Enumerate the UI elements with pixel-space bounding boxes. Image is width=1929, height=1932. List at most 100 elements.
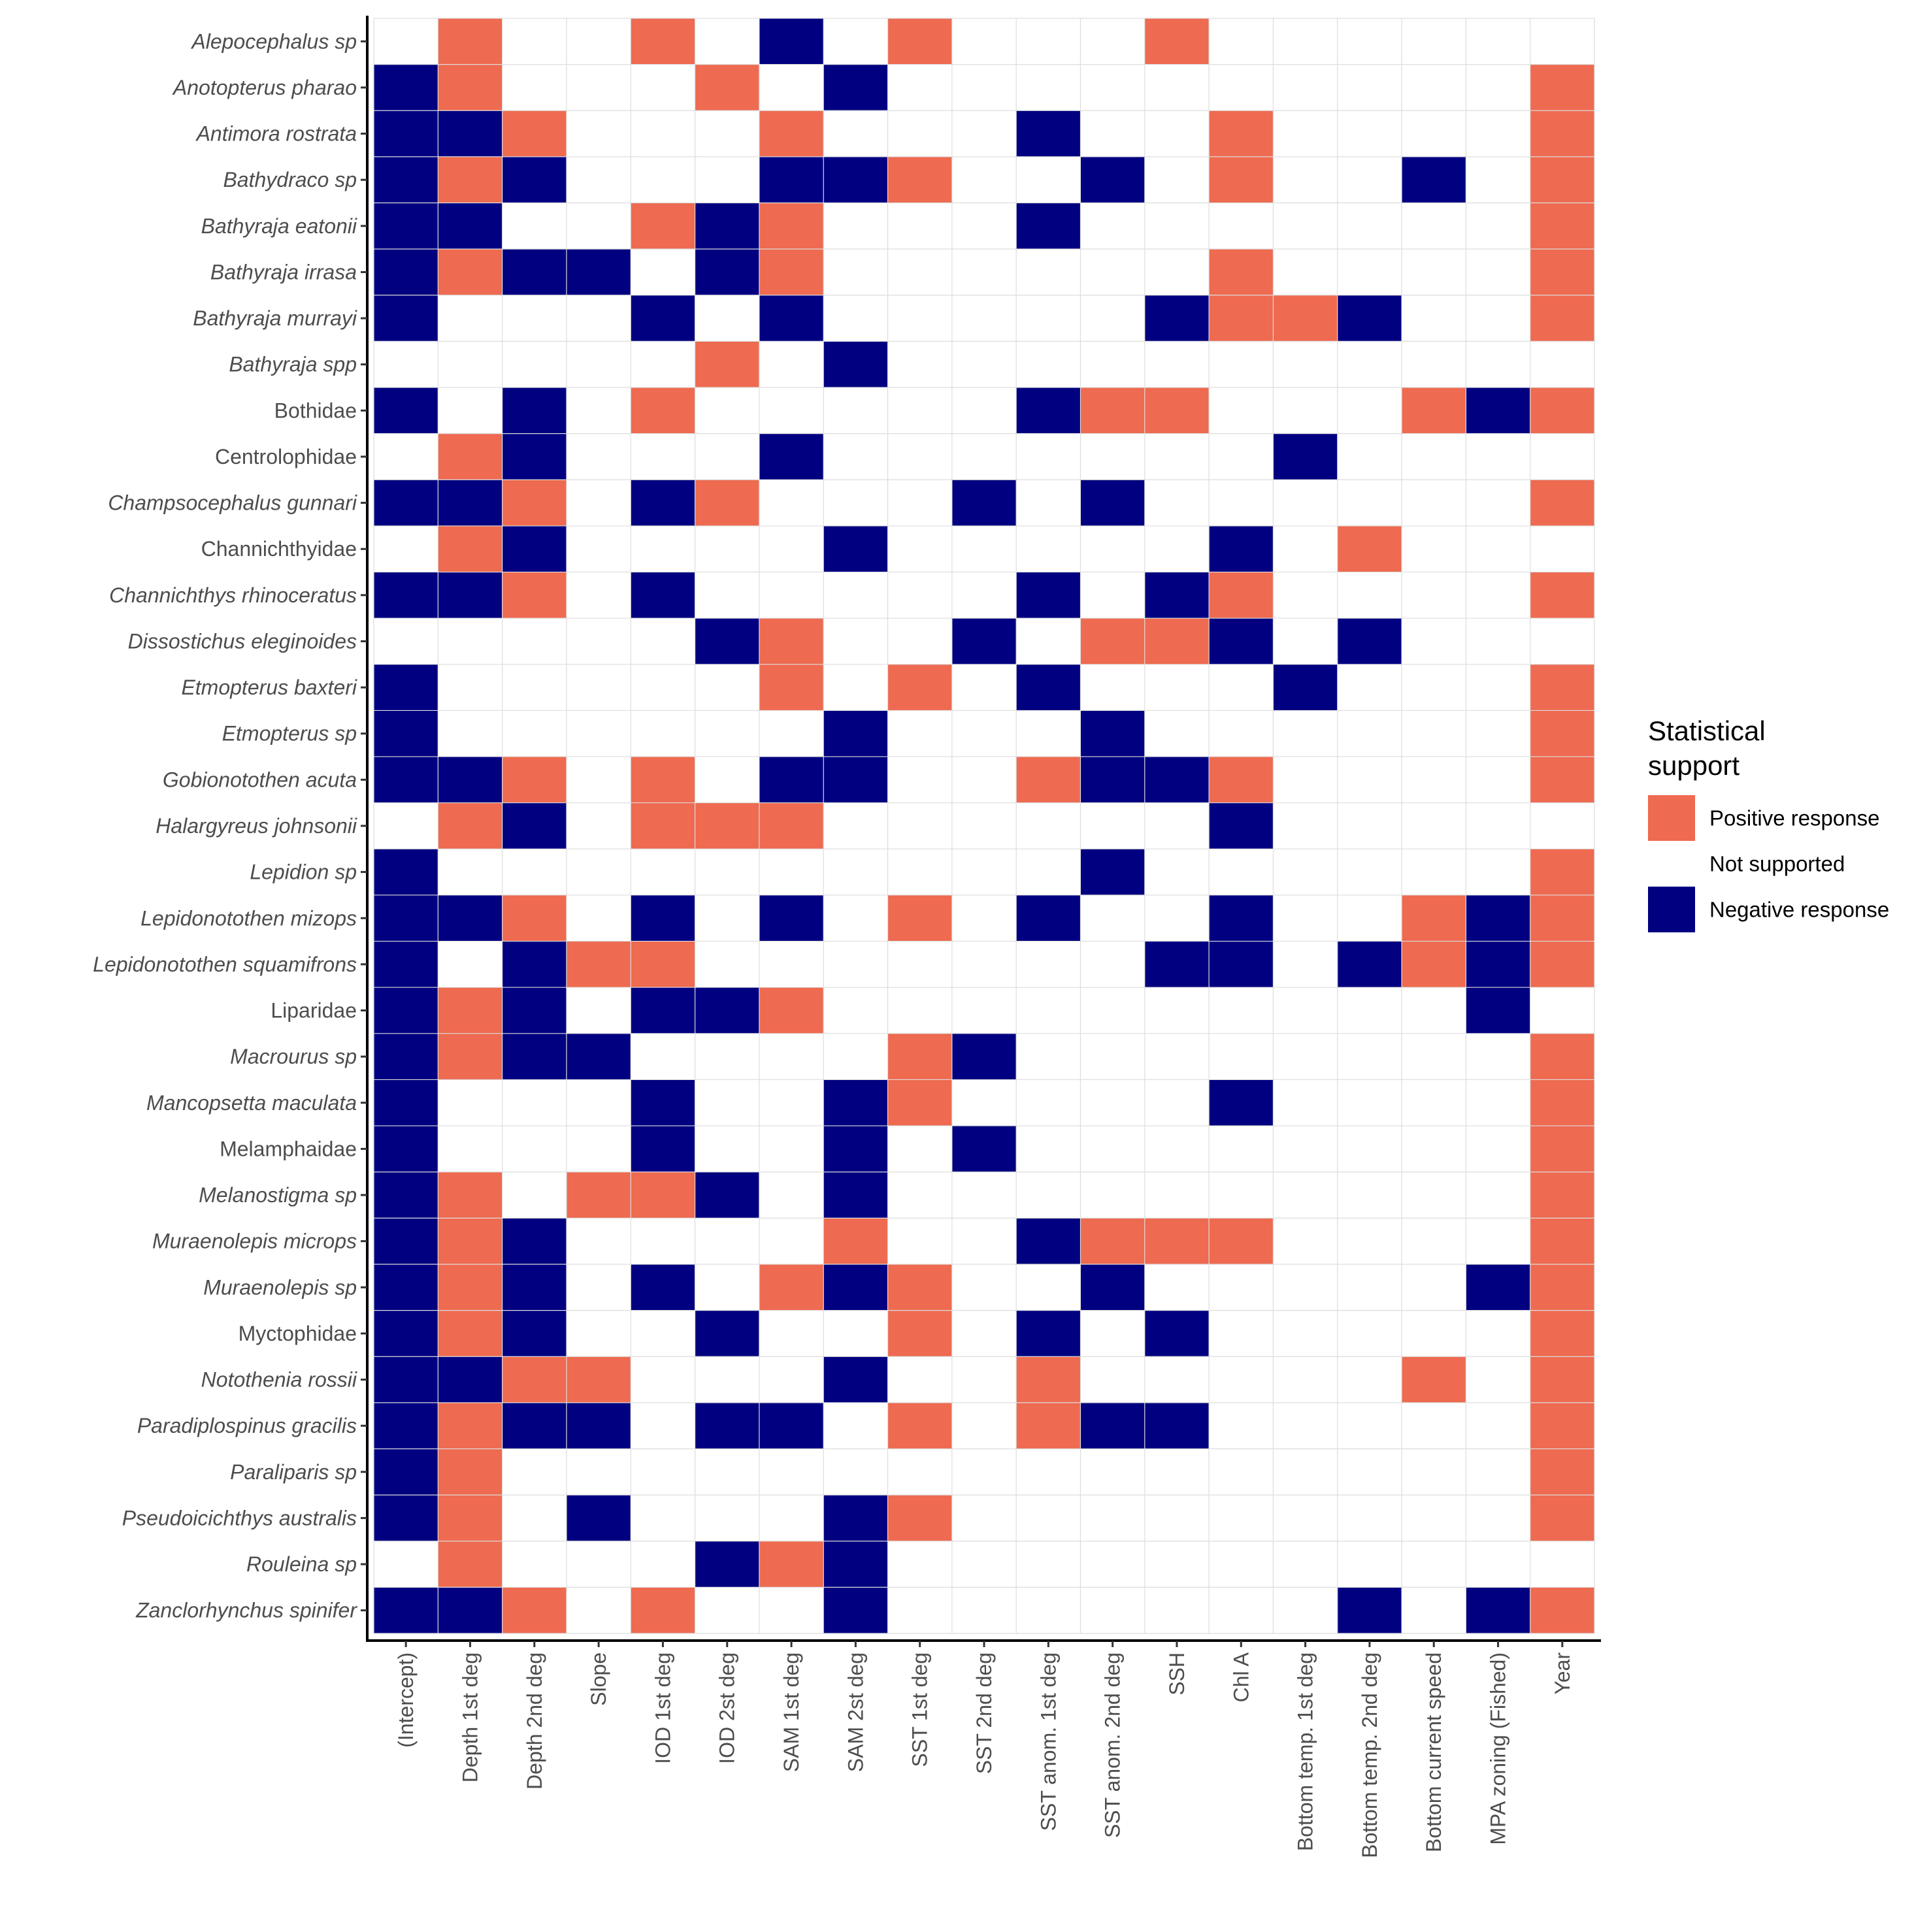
cell-lepidonotothen-squamifrons-mpa-zoning-fished — [1466, 941, 1531, 988]
cell-zanclorhynchus-spinifer-bottom-current-speed — [1402, 1587, 1466, 1634]
cell-rouleina-sp-bottom-current-speed — [1402, 1541, 1466, 1588]
cell-muraenolepis-microps-year — [1530, 1218, 1595, 1265]
cell-anotopterus-pharao-sst-anom-1st-deg — [1016, 64, 1081, 111]
cell-bathyraja-murrayi-depth-1st-deg — [438, 295, 503, 342]
cell-rouleina-sp-sst-anom-1st-deg — [1016, 1541, 1081, 1588]
legend-title-line-1: Statistical — [1648, 715, 1766, 746]
cell-paradiplospinus-gracilis-iod-1st-deg — [631, 1402, 696, 1449]
cell-zanclorhynchus-spinifer-ssh — [1144, 1587, 1210, 1634]
cell-muraenolepis-sp-sst-1st-deg — [887, 1264, 953, 1311]
cell-gobionotothen-acuta-sst-anom-2nd-deg — [1080, 757, 1146, 804]
cell-centrolophidae-bottom-temp-1st-deg — [1273, 433, 1338, 480]
cell-muraenolepis-microps-ssh — [1144, 1218, 1210, 1265]
cell-etmopterus-baxteri-sst-2nd-deg — [951, 664, 1017, 711]
cell-paradiplospinus-gracilis-iod-2st-deg — [695, 1402, 760, 1449]
cell-macrourus-sp-iod-2st-deg — [695, 1033, 760, 1080]
cell-macrourus-sp-sst-2nd-deg — [951, 1033, 1017, 1080]
x-tick-label-year: Year — [1551, 1652, 1574, 1695]
cell-etmopterus-baxteri-sam-1st-deg — [759, 664, 824, 711]
cell-etmopterus-baxteri-sam-2st-deg — [823, 664, 889, 711]
cell-myctophidae-bottom-temp-2nd-deg — [1337, 1310, 1402, 1357]
x-tick-label-bottom-temp-1st-deg: Bottom temp. 1st deg — [1294, 1652, 1317, 1851]
cell-dissostichus-eleginoides-sst-anom-2nd-deg — [1080, 618, 1146, 665]
cell-bathydraco-sp-bottom-temp-2nd-deg — [1337, 156, 1402, 204]
cell-myctophidae-iod-2st-deg — [695, 1310, 760, 1357]
cell-anotopterus-pharao-iod-1st-deg — [631, 64, 696, 111]
cell-pseudoicichthys-australis-bottom-temp-1st-deg — [1273, 1495, 1338, 1542]
cell-paraliparis-sp-sst-2nd-deg — [951, 1449, 1017, 1496]
cell-etmopterus-sp-ssh — [1144, 710, 1210, 757]
cell-dissostichus-eleginoides-year — [1530, 618, 1595, 665]
cell-etmopterus-sp-sst-anom-1st-deg — [1016, 710, 1081, 757]
cell-halargyreus-johnsonii-sst-1st-deg — [887, 802, 953, 849]
cell-myctophidae-bottom-temp-1st-deg — [1273, 1310, 1338, 1357]
cell-bathydraco-sp-mpa-zoning-fished — [1466, 156, 1531, 204]
cell-paradiplospinus-gracilis-sst-2nd-deg — [951, 1402, 1017, 1449]
cell-bothidae-bottom-current-speed — [1402, 387, 1466, 434]
cell-bothidae-depth-2nd-deg — [502, 387, 567, 434]
cell-lepidonotothen-mizops-depth-2nd-deg — [502, 894, 567, 942]
cell-lepidion-sp-mpa-zoning-fished — [1466, 849, 1531, 896]
cell-bathyraja-spp-depth-1st-deg — [438, 341, 503, 388]
cell-channichthyidae-sam-1st-deg — [759, 525, 824, 573]
cell-alepocephalus-sp-bottom-temp-1st-deg — [1273, 18, 1338, 65]
y-tick-label-channichthyidae: Channichthyidae — [201, 537, 357, 561]
cell-bathyraja-eatonii-year — [1530, 203, 1595, 250]
cell-champsocephalus-gunnari-chl-a — [1209, 480, 1274, 527]
cell-pseudoicichthys-australis-year — [1530, 1495, 1595, 1542]
cell-halargyreus-johnsonii-sam-1st-deg — [759, 802, 824, 849]
cell-halargyreus-johnsonii-bottom-temp-2nd-deg — [1337, 802, 1402, 849]
cell-bathyraja-spp-sam-1st-deg — [759, 341, 824, 388]
cell-antimora-rostrata-sst-anom-2nd-deg — [1080, 110, 1146, 157]
cell-paradiplospinus-gracilis-ssh — [1144, 1402, 1210, 1449]
cell-channichthyidae-depth-2nd-deg — [502, 525, 567, 573]
cell-myctophidae-sst-anom-1st-deg — [1016, 1310, 1081, 1357]
cell-etmopterus-baxteri-sst-1st-deg — [887, 664, 953, 711]
cell-champsocephalus-gunnari-ssh — [1144, 480, 1210, 527]
cell-antimora-rostrata-sst-anom-1st-deg — [1016, 110, 1081, 157]
cell-anotopterus-pharao-sst-anom-2nd-deg — [1080, 64, 1146, 111]
cell-zanclorhynchus-spinifer-sst-1st-deg — [887, 1587, 953, 1634]
cell-bathyraja-eatonii-sst-2nd-deg — [951, 203, 1017, 250]
cell-anotopterus-pharao-sst-2nd-deg — [951, 64, 1017, 111]
cell-muraenolepis-sp-mpa-zoning-fished — [1466, 1264, 1531, 1311]
cell-champsocephalus-gunnari-bottom-temp-2nd-deg — [1337, 480, 1402, 527]
cell-liparidae-slope — [566, 987, 631, 1034]
cell-etmopterus-sp-sst-anom-2nd-deg — [1080, 710, 1146, 757]
cell-bathyraja-murrayi-iod-1st-deg — [631, 295, 696, 342]
cell-anotopterus-pharao-bottom-current-speed — [1402, 64, 1466, 111]
cell-channichthyidae-mpa-zoning-fished — [1466, 525, 1531, 573]
cell-notothenia-rossii-iod-2st-deg — [695, 1356, 760, 1403]
cell-bathyraja-murrayi-slope — [566, 295, 631, 342]
cell-channichthyidae-bottom-current-speed — [1402, 525, 1466, 573]
cell-anotopterus-pharao-mpa-zoning-fished — [1466, 64, 1531, 111]
cell-lepidion-sp-iod-2st-deg — [695, 849, 760, 896]
cell-lepidonotothen-mizops-slope — [566, 894, 631, 942]
cell-bathydraco-sp-slope — [566, 156, 631, 204]
cell-mancopsetta-maculata-sst-1st-deg — [887, 1079, 953, 1126]
cell-antimora-rostrata-iod-1st-deg — [631, 110, 696, 157]
cell-antimora-rostrata-intercept — [374, 110, 438, 157]
cell-bathyraja-eatonii-bottom-temp-1st-deg — [1273, 203, 1338, 250]
cell-paraliparis-sp-slope — [566, 1449, 631, 1496]
cell-pseudoicichthys-australis-intercept — [374, 1495, 438, 1542]
cell-rouleina-sp-sam-1st-deg — [759, 1541, 824, 1588]
cell-champsocephalus-gunnari-intercept — [374, 480, 438, 527]
cell-bothidae-iod-2st-deg — [695, 387, 760, 434]
cell-macrourus-sp-bottom-current-speed — [1402, 1033, 1466, 1080]
cell-melanostigma-sp-sst-anom-1st-deg — [1016, 1171, 1081, 1219]
cell-notothenia-rossii-depth-2nd-deg — [502, 1356, 567, 1403]
cell-etmopterus-baxteri-bottom-temp-1st-deg — [1273, 664, 1338, 711]
cell-etmopterus-baxteri-chl-a — [1209, 664, 1274, 711]
cell-channichthyidae-year — [1530, 525, 1595, 573]
cell-gobionotothen-acuta-bottom-current-speed — [1402, 757, 1466, 804]
y-tick-label-gobionotothen-acuta: Gobionotothen acuta — [163, 768, 357, 791]
cell-bathyraja-spp-bottom-temp-2nd-deg — [1337, 341, 1402, 388]
cell-halargyreus-johnsonii-sam-2st-deg — [823, 802, 889, 849]
cell-paraliparis-sp-iod-2st-deg — [695, 1449, 760, 1496]
x-tick-label-iod-2st-deg: IOD 2st deg — [716, 1652, 739, 1764]
cell-lepidion-sp-sam-1st-deg — [759, 849, 824, 896]
y-tick-label-zanclorhynchus-spinifer: Zanclorhynchus spinifer — [135, 1599, 357, 1622]
cell-bathyraja-murrayi-sst-2nd-deg — [951, 295, 1017, 342]
